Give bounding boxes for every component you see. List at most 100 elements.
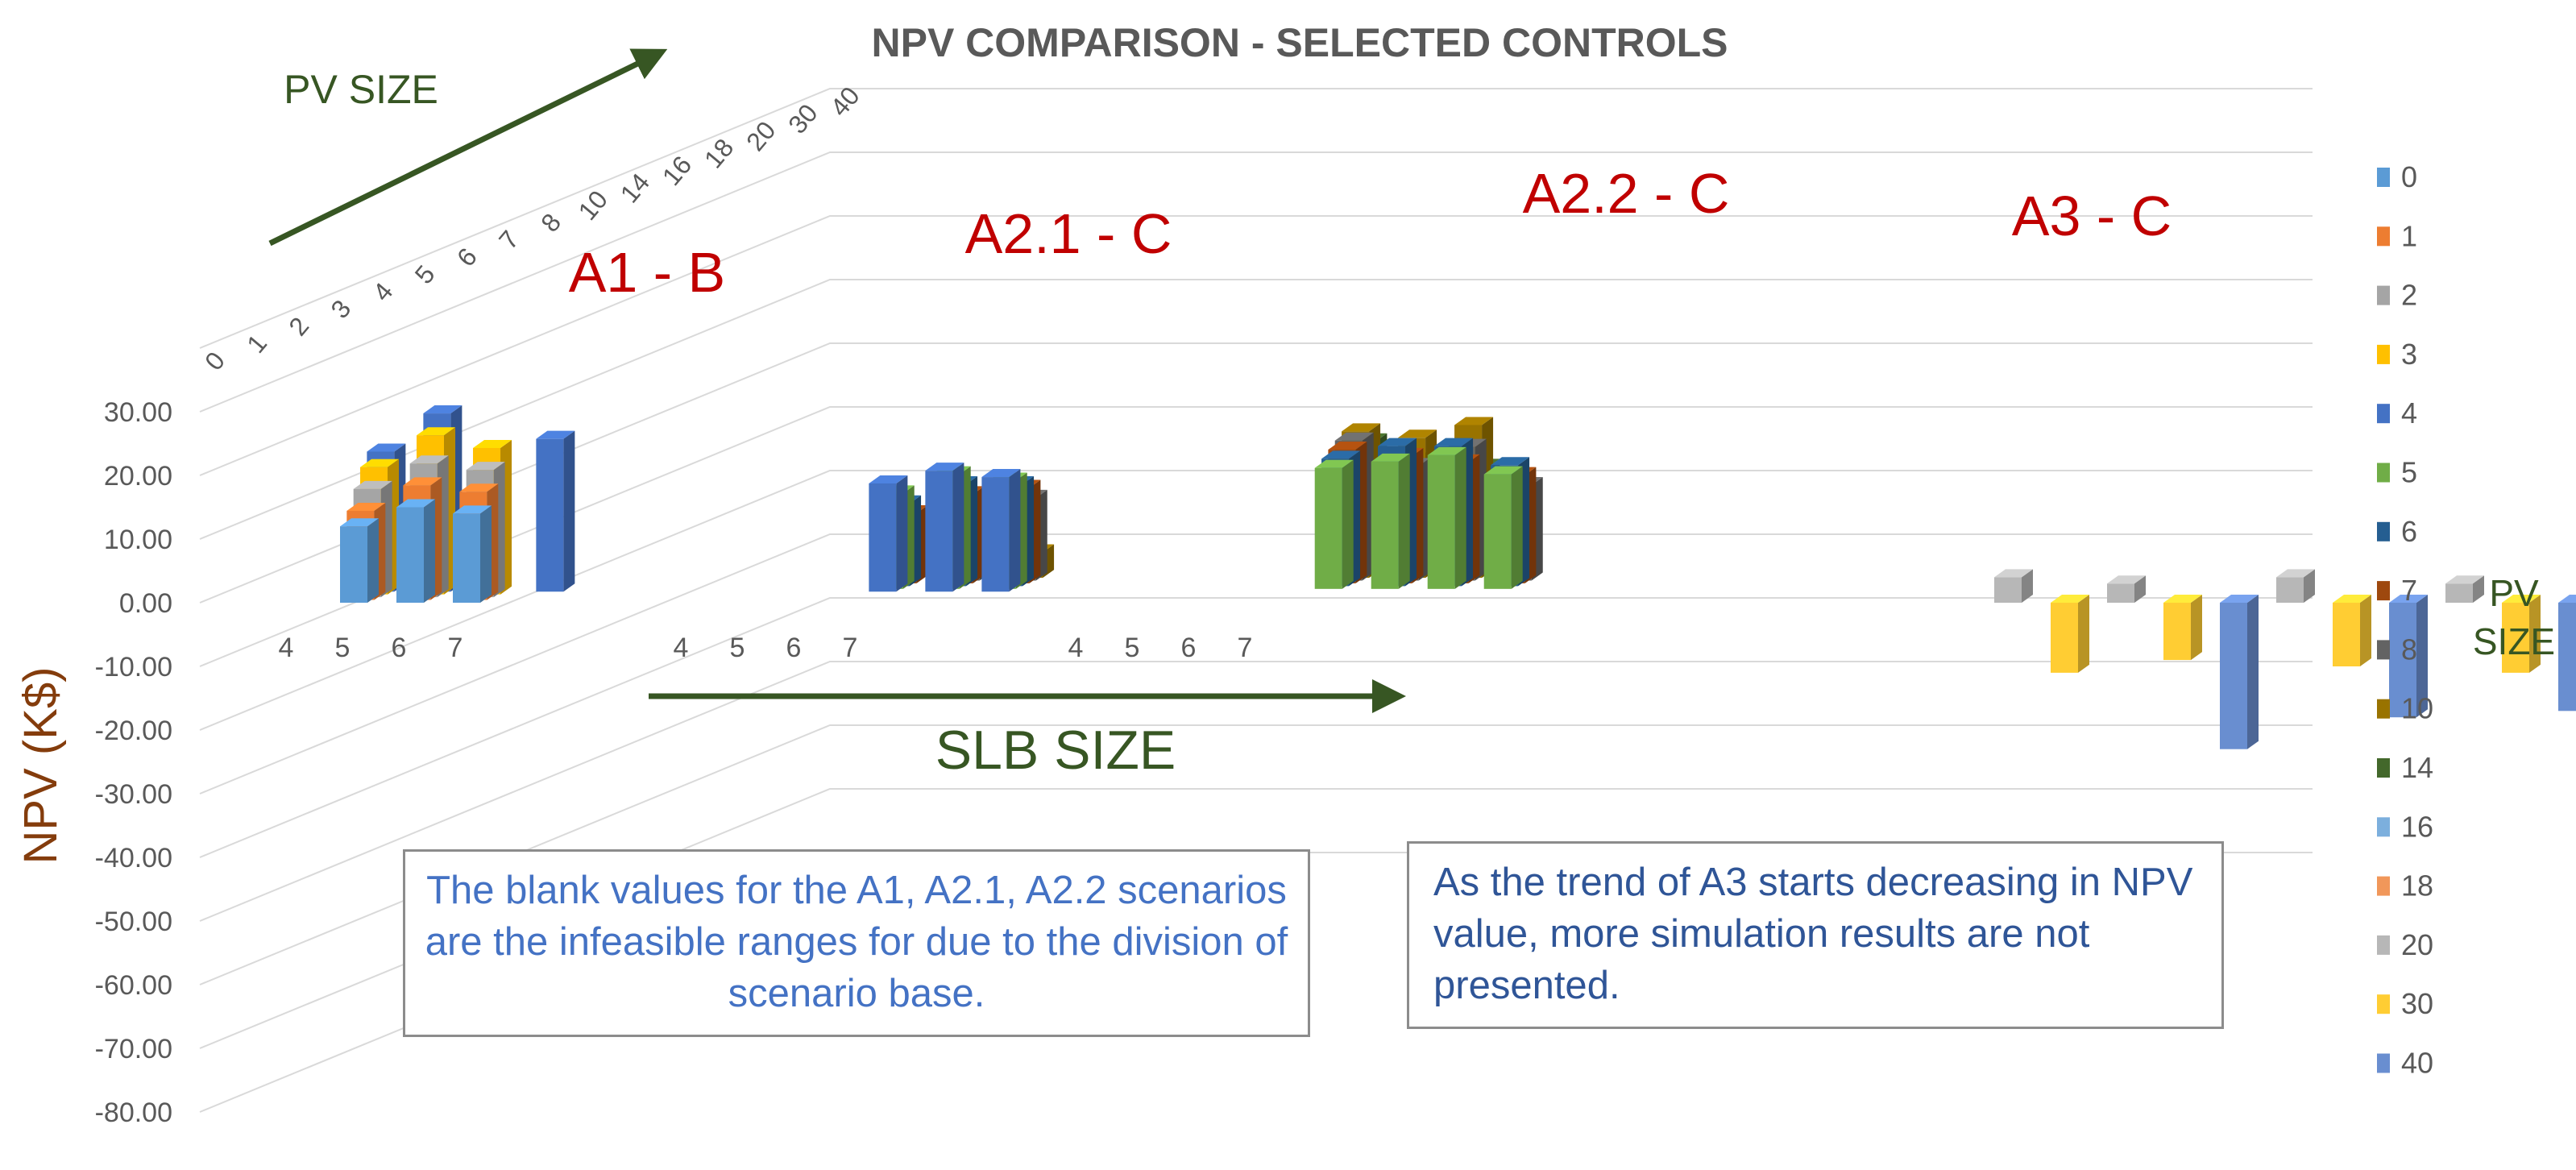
legend: 0 1 2 3 4 5 6 7 8 10 14 16 18 20 30 40: [2377, 160, 2433, 1080]
x-category-label: 7: [1238, 633, 1253, 663]
legend-item: 14: [2377, 751, 2433, 784]
x-category-label: 4: [279, 633, 294, 663]
x-axis-label: SLB SIZE: [935, 720, 1176, 781]
bar-a3-c-pv-30: [2163, 595, 2202, 661]
bar-a1-b-pv-0: [453, 505, 492, 603]
y-tick-label: 10.00: [104, 525, 172, 555]
bar-a1-b-pv-0: [396, 499, 435, 603]
bar-a3-c-pv-40: [2558, 595, 2576, 712]
x-category-label: 5: [335, 633, 351, 663]
legend-label: 20: [2401, 928, 2433, 961]
x-category-label: 7: [843, 633, 858, 663]
bar-a2-1-c-pv-4: [925, 463, 964, 592]
depth-tick-label: 40: [824, 81, 865, 122]
legend-swatch: [2377, 285, 2390, 305]
legend-item: 40: [2377, 1047, 2433, 1080]
legend-label: 14: [2401, 751, 2433, 784]
legend-label: 4: [2401, 396, 2417, 429]
depth-tick-label: 20: [740, 116, 781, 156]
bar-a3-c-pv-20: [2445, 575, 2484, 603]
y-tick-label: -70.00: [95, 1034, 172, 1064]
legend-swatch: [2377, 226, 2390, 247]
group-label: A2.2 - C: [1523, 162, 1730, 225]
legend-item: 1: [2377, 219, 2417, 252]
depth-tick-label: 4: [367, 277, 399, 307]
bar-a3-c-pv-40: [2389, 595, 2428, 718]
legend-label: 7: [2401, 574, 2417, 607]
depth-tick-label: 0: [199, 346, 230, 376]
legend-item: 4: [2377, 396, 2417, 429]
legend-swatch: [2377, 758, 2390, 778]
bar-a2-2-c-pv-5: [1371, 453, 1410, 589]
y-axis-ticks: 30.00 20.00 10.00 0.00 -10.00 -20.00 -30.00 -40…: [95, 397, 172, 1128]
group-label: A3 - C: [2012, 185, 2172, 247]
depth-tick-label: 6: [451, 243, 483, 272]
group-labels: A1 - B A2.1 - C A2.2 - C A3 - C: [569, 162, 2172, 304]
depth-tick-label: 30: [782, 98, 823, 139]
legend-item: 2: [2377, 279, 2417, 312]
depth-tick-label: 8: [535, 208, 566, 238]
depth-axis-label: PV SIZE: [284, 67, 438, 112]
bar-a3-c-pv-20: [2107, 575, 2146, 603]
x-category-label: 7: [448, 633, 463, 663]
depth-tick-label: 1: [241, 329, 272, 359]
chart-bars: [340, 405, 2576, 749]
y-tick-label: -30.00: [95, 779, 172, 810]
legend-swatch: [2377, 521, 2390, 541]
bar-a3-c-pv-30: [2051, 595, 2089, 673]
x-category-label: 5: [1125, 633, 1140, 663]
bar-a3-c-pv-20: [1994, 569, 2033, 603]
legend-label: 1: [2401, 219, 2417, 252]
gridline: [199, 597, 2313, 858]
depth-axis-arrow: [268, 48, 668, 247]
y-tick-label: -80.00: [95, 1097, 172, 1128]
x-category-label: 6: [392, 633, 407, 663]
legend-swatch: [2377, 344, 2390, 364]
depth-tick-label: 5: [409, 259, 441, 289]
legend-swatch: [2377, 876, 2390, 896]
bar-a2-2-c-pv-5: [1314, 459, 1354, 589]
gridline: [199, 342, 2313, 604]
y-tick-label: 20.00: [104, 461, 172, 492]
y-tick-label: 30.00: [104, 397, 172, 428]
legend-swatch: [2377, 1053, 2390, 1073]
bar-a3-c-pv-30: [2502, 595, 2541, 673]
group-label: A2.1 - C: [965, 202, 1172, 265]
bar-a2-2-c-pv-5: [1427, 446, 1466, 589]
bar-a2-1-c-pv-4: [981, 469, 1021, 592]
legend-title-line-2: SIZE: [2473, 620, 2555, 662]
legend-label: 30: [2401, 987, 2433, 1020]
bar-a1-b-pv-0: [340, 518, 379, 603]
x-category-label: 4: [674, 633, 689, 663]
gridline: [199, 533, 2313, 795]
legend-item: 30: [2377, 987, 2433, 1020]
x-category-label: 4: [1068, 633, 1084, 663]
depth-tick-label: 2: [283, 312, 314, 342]
gridline: [199, 279, 2313, 540]
x-category-label: 5: [730, 633, 745, 663]
depth-tick-label: 3: [325, 294, 356, 324]
legend-label: 16: [2401, 810, 2433, 843]
gridline: [199, 151, 2313, 413]
legend-item: 16: [2377, 810, 2433, 843]
group-label: A1 - B: [569, 241, 726, 304]
legend-swatch: [2377, 994, 2390, 1014]
gridline: [199, 406, 2313, 667]
legend-item: 18: [2377, 869, 2433, 902]
legend-item: 8: [2377, 633, 2417, 666]
legend-item: 7: [2377, 574, 2417, 607]
legend-item: 3: [2377, 338, 2417, 371]
legend-item: 10: [2377, 692, 2433, 725]
legend-label: 10: [2401, 692, 2433, 725]
legend-title-line-1: PV: [2489, 572, 2539, 614]
legend-swatch: [2377, 463, 2390, 483]
legend-label: 40: [2401, 1047, 2433, 1080]
note-infeasible-ranges: The blank values for the A1, A2.1, A2.2 …: [403, 849, 1310, 1037]
legend-label: 0: [2401, 160, 2417, 193]
legend-swatch: [2377, 581, 2390, 601]
legend-label: 6: [2401, 515, 2417, 548]
bar-a1-b-pv-4: [536, 430, 575, 592]
legend-label: 8: [2401, 633, 2417, 666]
y-tick-label: 0.00: [119, 588, 172, 619]
bar-a3-c-pv-30: [2333, 595, 2371, 666]
